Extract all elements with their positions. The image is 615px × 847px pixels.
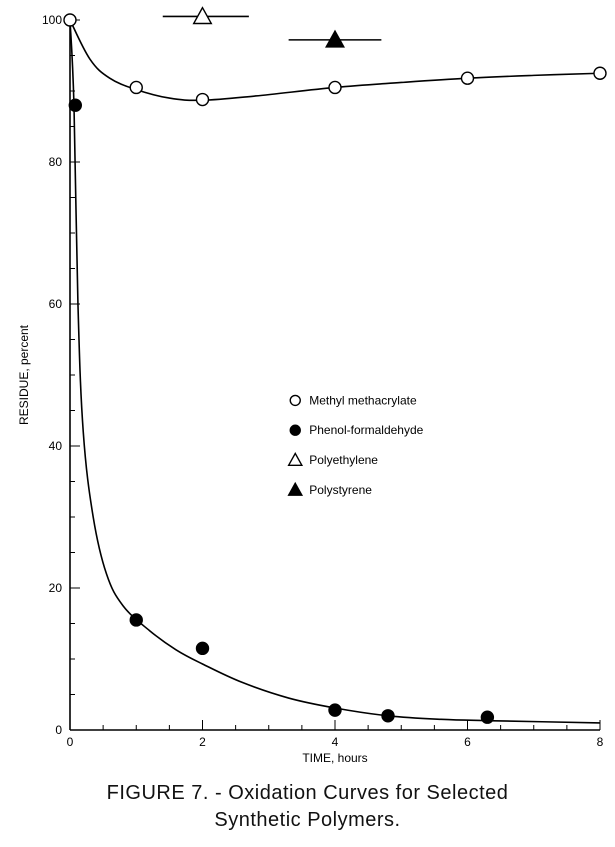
data-point xyxy=(64,14,76,26)
caption-line-2: Synthetic Polymers. xyxy=(0,807,615,834)
data-point xyxy=(329,704,341,716)
data-point xyxy=(290,425,300,435)
data-point xyxy=(197,642,209,654)
caption-line-1: FIGURE 7. - Oxidation Curves for Selecte… xyxy=(0,780,615,807)
data-point xyxy=(130,81,142,93)
data-point xyxy=(69,99,81,111)
data-point xyxy=(594,67,606,79)
page: 0 20 40 60 80 100 RESIDUE, percent 0 2 4 6 8 TIME, h… xyxy=(0,0,615,847)
y-tick-label: 20 xyxy=(49,581,63,595)
chart-bg xyxy=(0,0,615,770)
legend-label: Phenol-formaldehyde xyxy=(309,423,423,437)
y-tick-label: 0 xyxy=(55,723,62,737)
y-tick-label: 100 xyxy=(42,13,62,27)
x-tick-label: 6 xyxy=(464,735,471,749)
x-tick-label: 2 xyxy=(199,735,206,749)
legend-label: Polyethylene xyxy=(309,453,378,467)
y-axis-label: RESIDUE, percent xyxy=(17,324,31,425)
oxidation-chart: 0 20 40 60 80 100 RESIDUE, percent 0 2 4 6 8 TIME, h… xyxy=(0,0,615,770)
x-tick-label: 0 xyxy=(67,735,74,749)
x-axis-label: TIME, hours xyxy=(302,751,367,765)
data-point xyxy=(382,710,394,722)
data-point xyxy=(197,94,209,106)
data-point xyxy=(290,395,300,405)
data-point xyxy=(481,711,493,723)
x-tick-label: 4 xyxy=(332,735,339,749)
y-tick-label: 80 xyxy=(49,155,63,169)
y-tick-label: 40 xyxy=(49,439,63,453)
figure-caption: FIGURE 7. - Oxidation Curves for Selecte… xyxy=(0,780,615,834)
legend-label: Methyl methacrylate xyxy=(309,393,417,407)
x-tick-label: 8 xyxy=(597,735,604,749)
data-point xyxy=(130,614,142,626)
legend-label: Polystyrene xyxy=(309,483,372,497)
data-point xyxy=(462,72,474,84)
data-point xyxy=(329,81,341,93)
y-tick-label: 60 xyxy=(49,297,63,311)
